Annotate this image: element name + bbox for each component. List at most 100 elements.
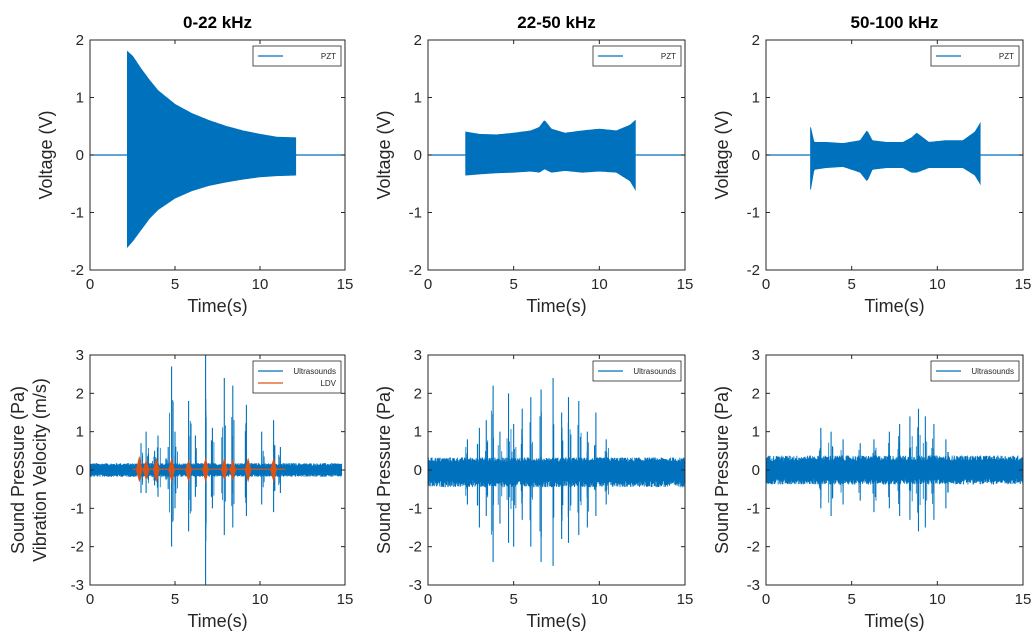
ldv-pulse [202, 457, 209, 483]
y-tick-label: -2 [409, 262, 422, 279]
series-pzt [90, 50, 345, 249]
x-axis-label: Time(s) [526, 611, 586, 631]
plot-area [766, 408, 1023, 532]
legend-label: PZT [321, 52, 336, 61]
y-tick-label: -1 [409, 205, 422, 222]
series-envelope [465, 119, 636, 191]
y-tick-label: -1 [71, 500, 84, 517]
y-tick-label: -3 [71, 577, 84, 594]
chart-panel-6: 0 5 10 15 -3 -2 -1 0 1 2 3 Time(s) Sound Pressure (P… [712, 347, 1031, 631]
series-noise [90, 463, 343, 477]
x-tick-label: 5 [171, 276, 179, 293]
chart-panel-5: 0 5 10 15 -3 -2 -1 0 1 2 3 Time(s) Sound Pressure (P… [374, 347, 693, 631]
legend-label: Ultrasounds [633, 367, 676, 376]
series-pzt [766, 121, 1023, 190]
series-ldv [132, 456, 286, 483]
ldv-pulse [244, 457, 252, 483]
chart-panel-4: 0 5 10 15 -3 -2 -1 0 1 2 3 Time(s) Sound Pressure (P… [8, 347, 353, 631]
y-tick-label: 2 [76, 32, 84, 49]
ldv-pulse [168, 457, 175, 483]
y-tick-label: -1 [747, 205, 760, 222]
y-axis-label: Vibration Velocity (m/s) [30, 378, 50, 562]
ldv-pulse [135, 456, 143, 483]
legend-box [930, 360, 1020, 382]
chart-panel-3: 0 5 10 15 -2 -1 0 1 2 Time(s) Voltage (V) 50-100 kH… [712, 13, 1031, 316]
x-tick-label: 0 [424, 276, 432, 293]
y-tick-label: 1 [76, 90, 84, 107]
y-tick-label: 1 [752, 424, 760, 441]
y-tick-label: 1 [414, 90, 422, 107]
series-envelope [127, 50, 297, 249]
x-tick-label: 5 [509, 591, 517, 608]
y-axis-label: Voltage (V) [374, 110, 394, 199]
x-tick-label: 15 [337, 276, 354, 293]
x-tick-label: 15 [337, 591, 354, 608]
y-tick-label: -3 [747, 577, 760, 594]
y-tick-label: 0 [414, 462, 422, 479]
ldv-pulse [270, 457, 277, 483]
y-axis-label: Voltage (V) [712, 110, 732, 199]
y-tick-label: 0 [414, 147, 422, 164]
y-tick-label: 1 [752, 90, 760, 107]
plot-area [766, 121, 1023, 190]
y-tick-label: 0 [752, 147, 760, 164]
x-axis-label: Time(s) [187, 296, 247, 316]
y-tick-label: -2 [747, 262, 760, 279]
y-tick-label: 2 [76, 385, 84, 402]
series-ultrasounds [428, 378, 685, 566]
chart-panel-1: 0 5 10 15 -2 -1 0 1 2 Time(s) Voltage (V) 0-22 kHz P… [36, 13, 353, 316]
plot-area [90, 355, 343, 585]
legend: Ultrasounds [930, 360, 1020, 382]
y-tick-label: -2 [71, 262, 84, 279]
y-axis-label: Sound Pressure (Pa) [374, 386, 394, 554]
legend-box [252, 45, 342, 67]
x-tick-label: 5 [847, 591, 855, 608]
y-tick-label: -1 [71, 205, 84, 222]
legend-label: LDV [320, 379, 336, 388]
y-tick-label: -1 [747, 500, 760, 517]
y-axis-label: Sound Pressure (Pa) [712, 386, 732, 554]
x-axis-label: Time(s) [864, 611, 924, 631]
y-tick-label: 2 [414, 385, 422, 402]
y-tick-label: -3 [409, 577, 422, 594]
plot-area [90, 50, 345, 249]
x-tick-label: 0 [86, 591, 94, 608]
x-tick-label: 15 [677, 591, 694, 608]
ldv-pulse [152, 457, 160, 483]
chart-title: 50-100 kHz [851, 13, 939, 32]
x-tick-label: 0 [86, 276, 94, 293]
y-tick-label: 3 [414, 347, 422, 364]
x-tick-label: 10 [591, 276, 608, 293]
y-tick-label: -1 [409, 500, 422, 517]
legend-label: Ultrasounds [293, 367, 336, 376]
y-tick-label: 2 [752, 385, 760, 402]
y-tick-label: 3 [752, 347, 760, 364]
legend: PZT [252, 45, 342, 67]
legend-label: PZT [999, 52, 1014, 61]
series-ultrasounds [766, 408, 1023, 532]
y-tick-label: 2 [752, 32, 760, 49]
ldv-pulse [229, 459, 237, 481]
legend-box [930, 45, 1020, 67]
legend-box [592, 45, 682, 67]
y-tick-label: -2 [71, 539, 84, 556]
y-tick-label: 1 [76, 424, 84, 441]
x-tick-label: 10 [929, 591, 946, 608]
legend: PZT [592, 45, 682, 67]
x-axis-label: Time(s) [187, 611, 247, 631]
x-tick-label: 5 [847, 276, 855, 293]
y-tick-label: 1 [414, 424, 422, 441]
y-axis-label: Sound Pressure (Pa) [8, 386, 28, 554]
y-tick-label: 0 [752, 462, 760, 479]
x-tick-label: 10 [252, 276, 269, 293]
legend: PZT [930, 45, 1020, 67]
x-tick-label: 0 [424, 591, 432, 608]
chart-title: 22-50 kHz [517, 13, 595, 32]
y-tick-label: -2 [409, 539, 422, 556]
ldv-pulse [142, 459, 150, 481]
chart-title: 0-22 kHz [183, 13, 252, 32]
x-tick-label: 5 [171, 591, 179, 608]
ldv-pulse [185, 459, 192, 483]
y-tick-label: 3 [76, 347, 84, 364]
